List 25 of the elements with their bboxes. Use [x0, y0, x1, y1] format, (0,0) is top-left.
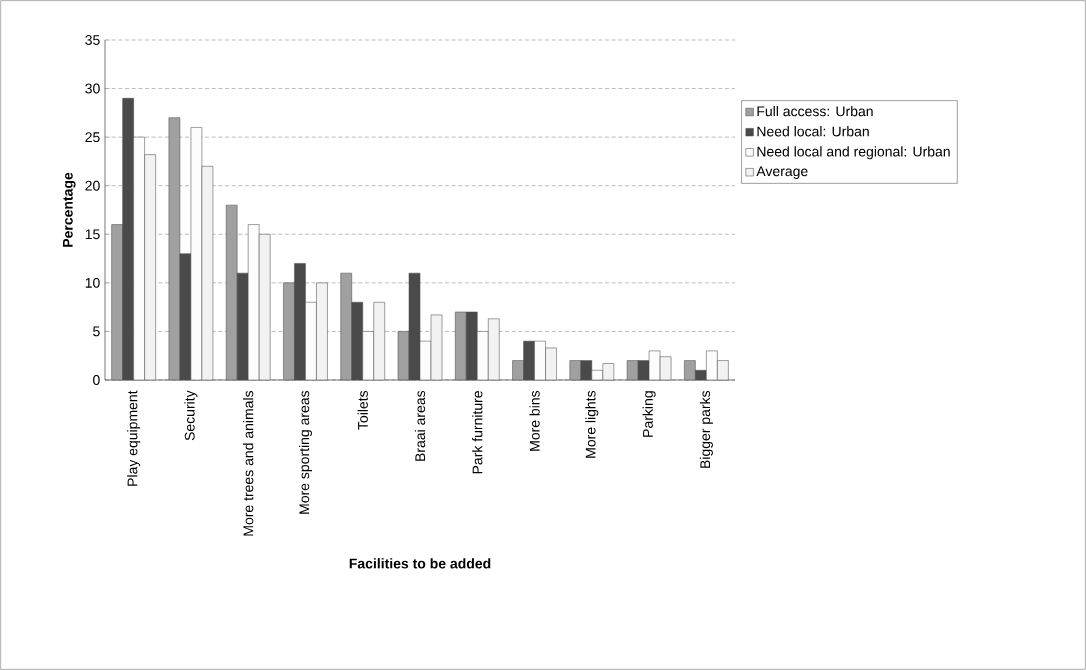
legend-label: Need local: Urban	[757, 126, 869, 137]
x-tick-label: Park furniture	[472, 391, 483, 474]
legend-label: Full access: Urban	[757, 105, 873, 117]
y-tick-label: 15	[85, 229, 100, 240]
x-tick-label: Braai areas	[414, 390, 426, 461]
x-tick-label: Bigger parks	[699, 390, 713, 468]
x-tick-label: More lights	[585, 390, 599, 458]
y-tick-label: 30	[85, 83, 100, 94]
x-tick-label: More bins	[529, 390, 540, 451]
legend-label: Need local and regional: Urban	[757, 146, 950, 160]
x-tick-label: Play equipment	[127, 390, 141, 486]
legend-label: Average	[756, 166, 808, 179]
x-tick-label: More trees and animals	[243, 390, 254, 536]
y-tick-label: 0	[93, 375, 100, 385]
x-tick-label: More sporting areas	[298, 390, 312, 514]
y-tick-label: 25	[85, 132, 100, 143]
y-tick-label: 5	[93, 326, 100, 337]
x-tick-label: Toilets	[357, 390, 368, 430]
y-tick-label: 10	[85, 277, 100, 288]
x-axis-title: Facilities to be added	[349, 558, 491, 569]
y-tick-label: 20	[85, 180, 100, 191]
y-axis-title: Percentage	[62, 172, 76, 247]
x-tick-label: Parking	[642, 391, 656, 437]
y-tick-label: 35	[85, 35, 100, 45]
x-tick-label: Security	[184, 390, 198, 441]
